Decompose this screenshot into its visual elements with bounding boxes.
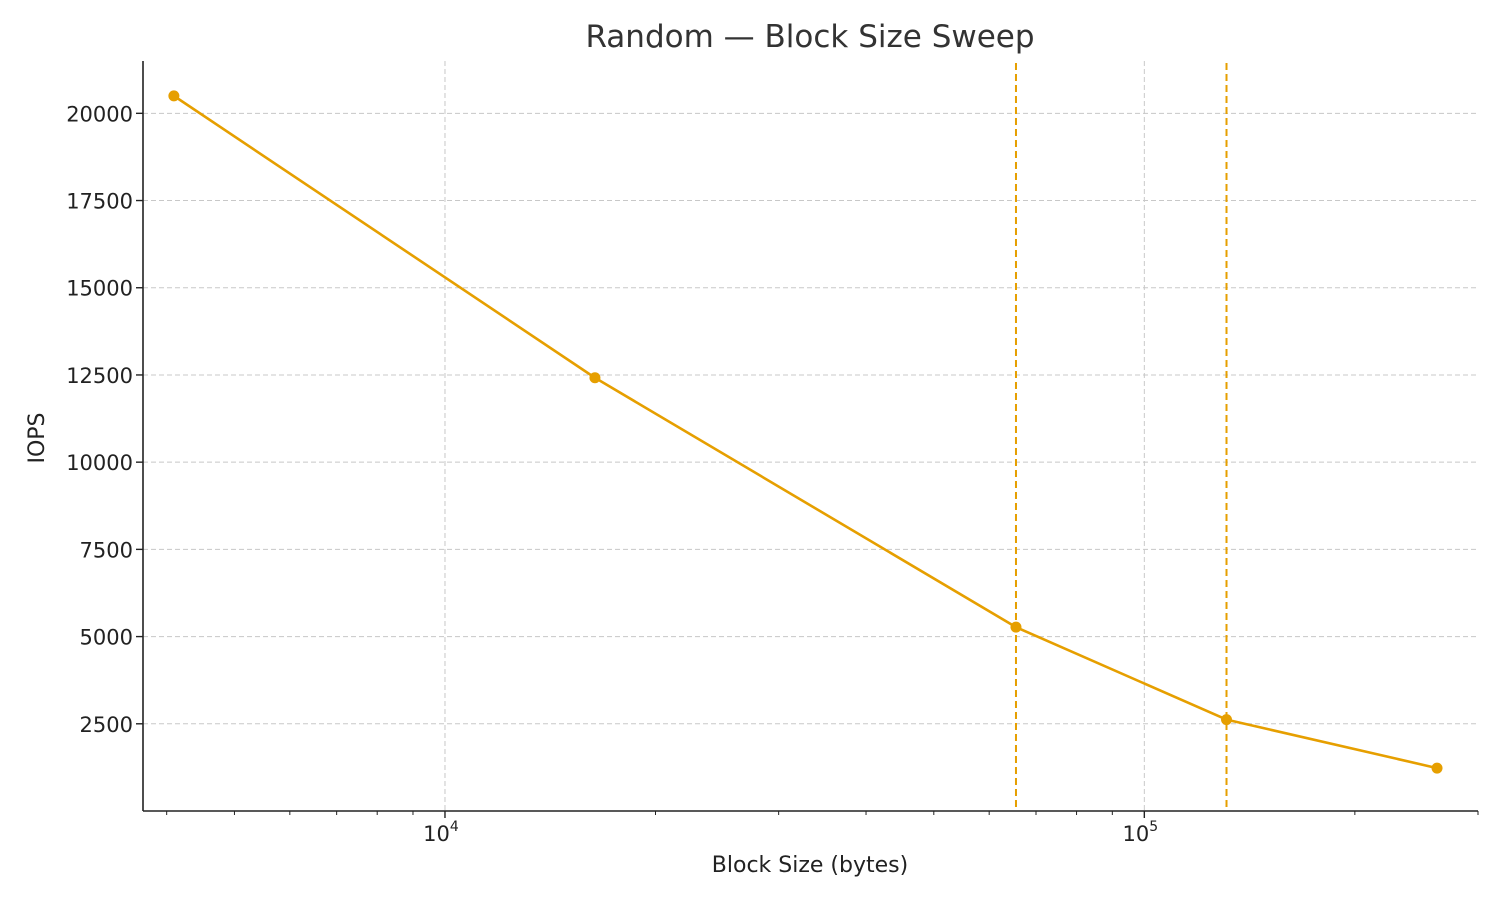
y-tick-label: 17500 [66,190,133,214]
data-point [589,372,601,384]
y-tick-label: 5000 [80,626,133,650]
y-tick-label: 7500 [80,538,133,562]
x-tick-label-base: 10 [423,822,450,846]
data-point [168,90,180,102]
x-tick-label-exponent: 4 [450,819,459,835]
x-tick-label: 105 [1122,819,1158,846]
data-point [1010,621,1022,633]
y-tick-label: 12500 [66,364,133,388]
data-point [1221,714,1233,726]
series-line [173,94,1438,770]
axis-ticks: 2500500075001000012500150001750020000104… [66,102,1479,846]
y-tick-label: 15000 [66,277,133,301]
axes [142,61,1478,812]
x-tick-label: 104 [423,819,459,846]
x-tick-label-exponent: 5 [1149,819,1158,835]
data-point [1431,762,1443,774]
data-series [168,90,1443,774]
y-tick-label: 10000 [66,451,133,475]
y-tick-label: 2500 [80,713,133,737]
grid-lines [143,61,1478,811]
x-axis-label: Block Size (bytes) [712,853,908,878]
chart-title: Random — Block Size Sweep [585,19,1034,55]
x-tick-label-base: 10 [1122,822,1149,846]
y-tick-label: 20000 [66,102,133,126]
vertical-reference-lines [1014,63,1228,811]
y-axis-label: IOPS [25,412,50,463]
